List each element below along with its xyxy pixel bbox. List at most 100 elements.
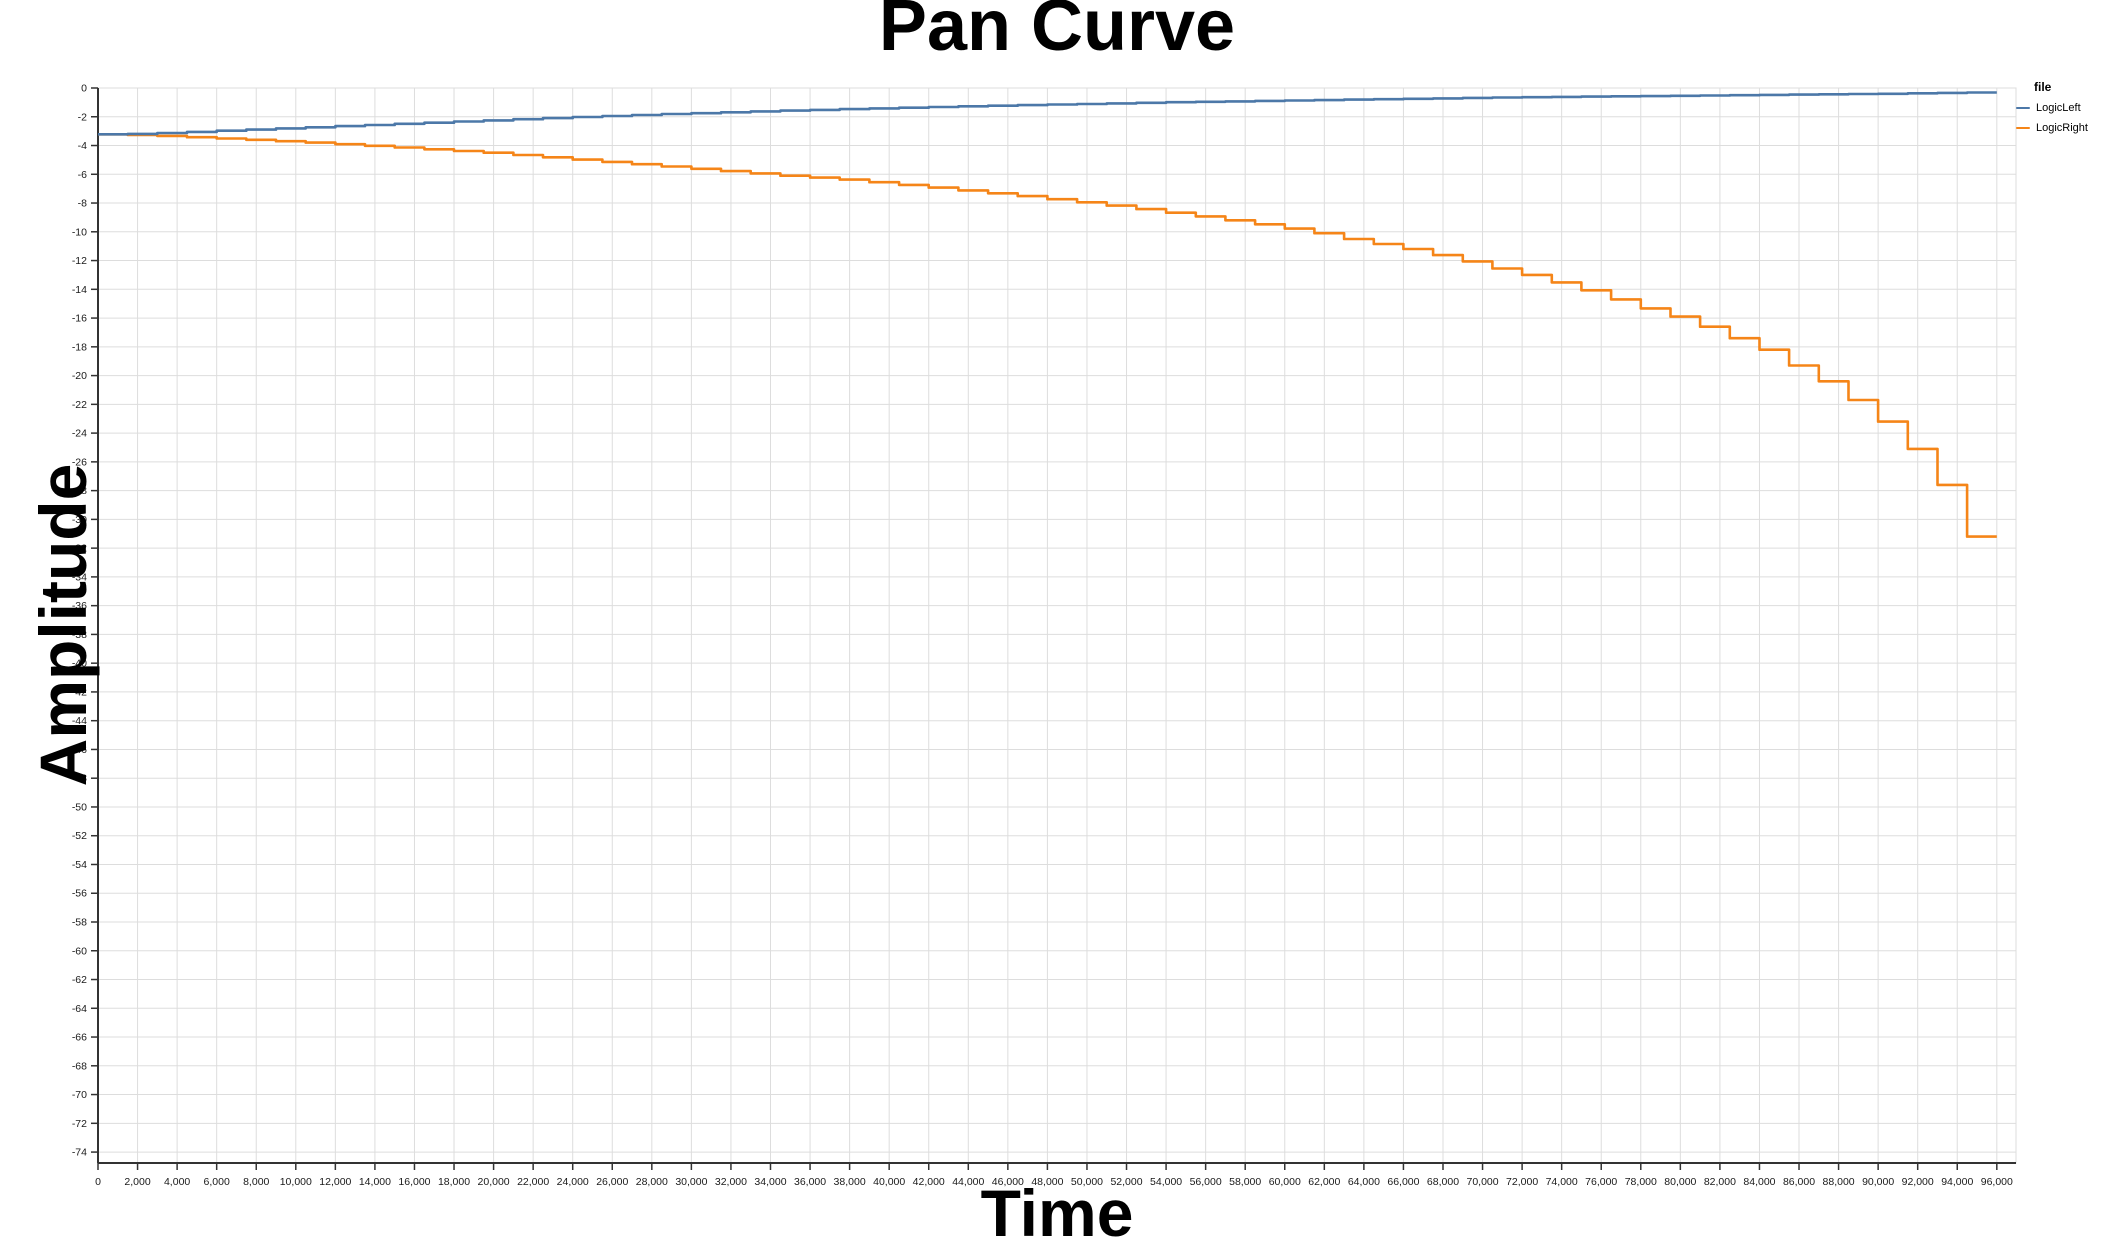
y-tick-label: -48	[72, 773, 87, 785]
y-tick-label: -30	[72, 514, 87, 526]
x-tick-label: 10,000	[280, 1176, 312, 1188]
series-line-logicleft	[98, 91, 1997, 136]
x-tick-label: 60,000	[1269, 1176, 1301, 1188]
series-line-logicright	[98, 133, 1997, 538]
y-tick-label: -14	[72, 284, 87, 296]
x-axis-title: Time	[980, 1176, 1134, 1250]
x-tick-label: 76,000	[1585, 1176, 1617, 1188]
y-tick-label: -12	[72, 255, 87, 267]
x-tick-label: 70,000	[1466, 1176, 1498, 1188]
x-tick-label: 4,000	[164, 1176, 190, 1188]
y-tick-label: -18	[72, 341, 87, 353]
x-tick-label: 46,000	[992, 1176, 1024, 1188]
x-tick-label: 90,000	[1862, 1176, 1894, 1188]
y-tick-label: -50	[72, 801, 87, 813]
y-tick-label: -40	[72, 658, 87, 670]
x-tick-label: 38,000	[834, 1176, 866, 1188]
y-tick-label: -54	[72, 859, 87, 871]
x-tick-label: 62,000	[1308, 1176, 1340, 1188]
x-tick-label: 18,000	[438, 1176, 470, 1188]
x-tick-label: 42,000	[913, 1176, 945, 1188]
y-tick-label: -4	[78, 140, 87, 152]
y-tick-label: -66	[72, 1032, 87, 1044]
y-tick-label: -60	[72, 945, 87, 957]
legend: file LogicLeft LogicRight	[2016, 80, 2088, 134]
x-tick-label: 24,000	[557, 1176, 589, 1188]
x-tick-label: 88,000	[1823, 1176, 1855, 1188]
x-tick-label: 6,000	[204, 1176, 230, 1188]
y-tick-label: -24	[72, 428, 87, 440]
x-tick-label: 86,000	[1783, 1176, 1815, 1188]
plot-border	[97, 87, 2017, 1164]
y-tick-label: -16	[72, 313, 87, 325]
x-tick-label: 54,000	[1150, 1176, 1182, 1188]
x-tick-label: 34,000	[754, 1176, 786, 1188]
x-tick-label: 96,000	[1981, 1176, 2013, 1188]
x-tick-label: 50,000	[1071, 1176, 1103, 1188]
y-tick-label: -2	[78, 111, 87, 123]
x-tick-label: 56,000	[1190, 1176, 1222, 1188]
logicright-line-swatch	[2016, 126, 2030, 130]
y-tick-label: -68	[72, 1060, 87, 1072]
x-tick-label: 44,000	[952, 1176, 984, 1188]
x-tick-label: 64,000	[1348, 1176, 1380, 1188]
y-tick-label: -10	[72, 226, 87, 238]
y-tick-label: -38	[72, 629, 87, 641]
x-tick-label: 72,000	[1506, 1176, 1538, 1188]
y-tick-label: -46	[72, 744, 87, 756]
x-tick-label: 28,000	[636, 1176, 668, 1188]
x-tick-label: 14,000	[359, 1176, 391, 1188]
y-tick-label: -58	[72, 917, 87, 929]
y-tick-label: -56	[72, 888, 87, 900]
x-tick-label: 94,000	[1941, 1176, 1973, 1188]
x-tick-label: 26,000	[596, 1176, 628, 1188]
x-tick-label: 78,000	[1625, 1176, 1657, 1188]
x-tick-label: 16,000	[398, 1176, 430, 1188]
y-axis-title: Amplitude	[26, 463, 100, 787]
x-tick-label: 68,000	[1427, 1176, 1459, 1188]
x-tick-label: 36,000	[794, 1176, 826, 1188]
gridlines	[97, 87, 2017, 1164]
y-tick-label: -22	[72, 399, 87, 411]
x-tick-label: 52,000	[1110, 1176, 1142, 1188]
axes: 0 2,000 4,000 6,000 8,000 10,000 12,000 14,000 1…	[72, 83, 2016, 1188]
legend-title: file	[2034, 80, 2052, 94]
x-tick-label: 92,000	[1902, 1176, 1934, 1188]
x-tick-label: 58,000	[1229, 1176, 1261, 1188]
logicleft-line-swatch	[2016, 106, 2030, 110]
legend-item-logicright: LogicRight	[2016, 122, 2088, 134]
y-tick-label: -26	[72, 456, 87, 468]
x-tick-label: 8,000	[243, 1176, 269, 1188]
legend-item-label: LogicRight	[2036, 122, 2088, 134]
x-tick-label: 0	[95, 1176, 101, 1188]
y-tick-label: -74	[72, 1147, 87, 1159]
y-tick-label: -62	[72, 974, 87, 986]
y-tick-label: -44	[72, 715, 87, 727]
series-lines	[98, 91, 1997, 538]
legend-item-label: LogicLeft	[2036, 102, 2081, 114]
y-tick-label: -70	[72, 1089, 87, 1101]
y-tick-label: -8	[78, 198, 87, 210]
x-tick-label: 48,000	[1031, 1176, 1063, 1188]
y-tick-label: -6	[78, 169, 87, 181]
x-tick-label: 20,000	[478, 1176, 510, 1188]
x-tick-label: 2,000	[124, 1176, 150, 1188]
y-tick-label: -64	[72, 1003, 87, 1015]
y-tick-label: -52	[72, 830, 87, 842]
x-tick-label: 40,000	[873, 1176, 905, 1188]
x-tick-label: 30,000	[675, 1176, 707, 1188]
y-tick-label: -28	[72, 485, 87, 497]
y-tick-label: -36	[72, 600, 87, 612]
x-tick-label: 74,000	[1546, 1176, 1578, 1188]
y-tick-label: -32	[72, 543, 87, 555]
x-tick-label: 80,000	[1664, 1176, 1696, 1188]
x-tick-label: 22,000	[517, 1176, 549, 1188]
y-tick-label: -20	[72, 370, 87, 382]
x-tick-label: 32,000	[715, 1176, 747, 1188]
y-tick-label: 0	[81, 83, 87, 95]
y-tick-label: -34	[72, 571, 87, 583]
y-tick-label: -72	[72, 1118, 87, 1130]
legend-item-logicleft: LogicLeft	[2016, 102, 2088, 114]
